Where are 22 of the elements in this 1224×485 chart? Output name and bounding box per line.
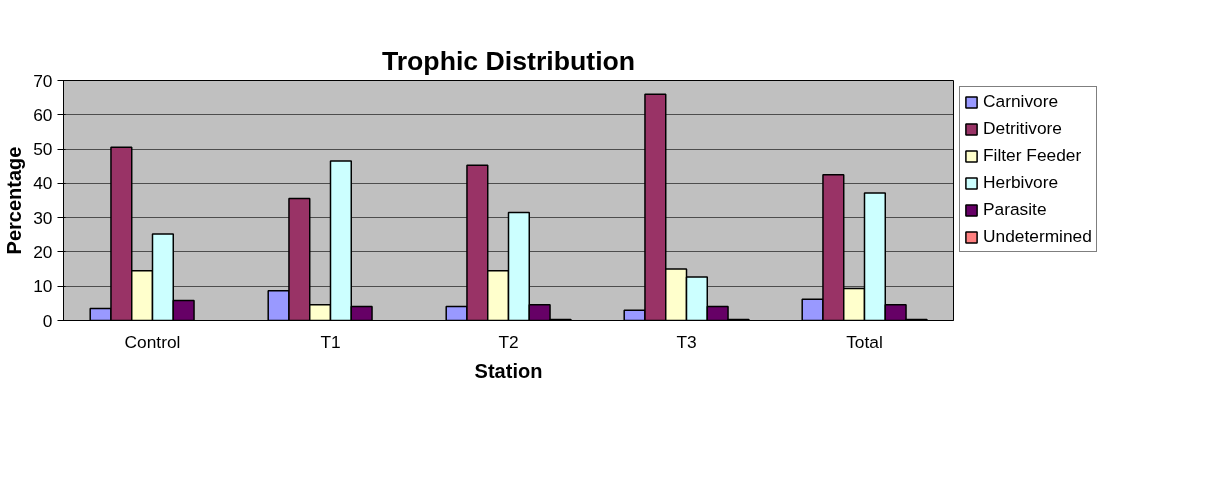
legend-label: Herbivore xyxy=(983,172,1059,193)
legend-label: Detritivore xyxy=(983,118,1062,139)
x-tick-label: T3 xyxy=(676,331,697,352)
y-tick-label: 70 xyxy=(33,70,53,91)
x-tick-label: T2 xyxy=(498,331,519,352)
y-tick-label: 20 xyxy=(33,241,53,262)
y-tick-label: 40 xyxy=(33,173,53,194)
x-axis-title: Station xyxy=(474,359,543,382)
y-tick-label: 50 xyxy=(33,139,53,160)
legend-label: Carnivore xyxy=(983,91,1059,112)
legend-label: Undetermined xyxy=(983,226,1092,247)
legend-label: Filter Feeder xyxy=(983,145,1082,166)
chart-title: Trophic Distribution xyxy=(381,45,636,76)
y-tick-label: 60 xyxy=(33,104,53,125)
x-tick-label: Control xyxy=(124,331,181,352)
y-tick-label: 0 xyxy=(42,310,53,331)
y-axis-title: Percentage xyxy=(3,146,26,255)
legend-label: Parasite xyxy=(983,199,1047,220)
y-tick-label: 10 xyxy=(33,276,53,297)
x-tick-label: T1 xyxy=(320,331,341,352)
x-tick-label: Total xyxy=(846,331,883,352)
y-tick-label: 30 xyxy=(33,207,53,228)
